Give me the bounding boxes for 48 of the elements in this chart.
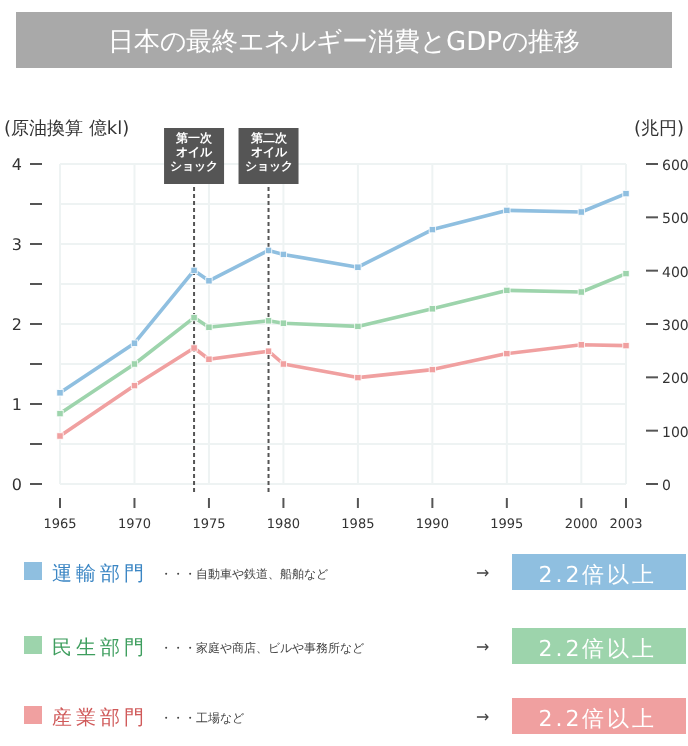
- y-axis-title: (原油換算 億kl): [4, 118, 130, 140]
- point: [264, 317, 273, 325]
- point: [428, 226, 436, 234]
- point: [428, 305, 436, 313]
- point: [622, 270, 630, 278]
- y-tick-label: 4: [11, 156, 22, 174]
- point: [354, 322, 362, 330]
- y-tick-label: 1: [11, 396, 22, 414]
- point: [577, 208, 585, 216]
- point: [354, 374, 362, 382]
- point: [503, 206, 511, 214]
- y-tick-label: 3: [11, 236, 22, 254]
- point: [205, 355, 213, 363]
- point: [354, 263, 362, 271]
- legend-label: 運輸部門: [52, 562, 148, 586]
- point: [130, 382, 139, 390]
- y-tick-label: 2: [11, 316, 22, 334]
- point: [622, 342, 630, 350]
- point: [577, 341, 585, 349]
- point: [428, 366, 436, 374]
- y2-axis-title: (兆円): [633, 118, 684, 140]
- point: [279, 360, 288, 368]
- point: [622, 190, 630, 198]
- point: [190, 314, 198, 322]
- point: [205, 277, 213, 285]
- text: → 2.2倍以上: [476, 636, 658, 662]
- point: [577, 288, 585, 296]
- point: [503, 286, 511, 294]
- point: [279, 250, 288, 258]
- legend-label: 産業部門: [52, 706, 148, 730]
- point: [56, 432, 64, 440]
- point: [56, 410, 64, 418]
- point: [190, 344, 198, 352]
- point: [130, 339, 139, 347]
- point: [264, 347, 273, 355]
- point: [56, 389, 64, 397]
- title-banner: 日本の最終エネルギー消費とGDPの推移: [16, 12, 672, 68]
- y-tick-label: 0: [11, 476, 22, 494]
- text: → 2.2倍以上: [476, 562, 658, 588]
- legend-label: 民生部門: [52, 636, 148, 660]
- chart-title: 日本の最終エネルギー消費とGDPの推移: [108, 28, 580, 58]
- point: [205, 323, 213, 331]
- text: → 2.2倍以上: [476, 706, 658, 732]
- point: [130, 360, 139, 368]
- point: [503, 350, 511, 358]
- point: [279, 319, 288, 327]
- point: [264, 246, 273, 254]
- point: [190, 266, 198, 274]
